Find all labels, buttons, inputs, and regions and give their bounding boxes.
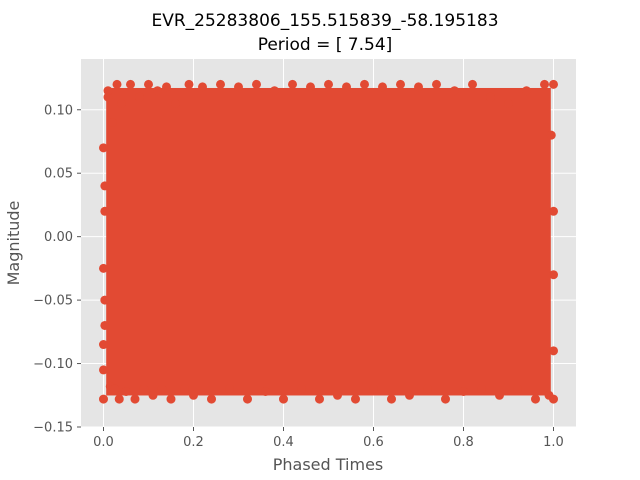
scatter-point [184, 79, 194, 89]
scatter-point [157, 384, 167, 394]
x-tick-label: 0.6 [363, 435, 384, 450]
scatter-point [549, 79, 558, 89]
y-tick-label: 0.10 [44, 103, 73, 118]
y-tick-label: 0.00 [44, 230, 73, 245]
scatter-point [549, 394, 558, 404]
scatter-point [432, 79, 441, 89]
scatter-point [252, 79, 261, 89]
scatter-point [100, 295, 110, 305]
scatter-point [225, 384, 234, 394]
scatter-point [121, 386, 131, 396]
scatter-point [103, 92, 113, 102]
scatter-point [369, 384, 378, 394]
scatter-point [130, 394, 140, 404]
scatter-point [270, 86, 279, 96]
chart-subtitle: Period = [ 7.54] [258, 35, 393, 55]
scatter-point [100, 206, 110, 216]
scatter-point [513, 384, 522, 394]
scatter-point [189, 390, 198, 400]
x-axis-ticks: 0.0 0.2 0.4 0.6 0.8 1.0 [93, 427, 564, 450]
scatter-point [166, 394, 176, 404]
scatter-point [477, 384, 486, 394]
y-axis-ticks: −0.15 −0.10 −0.05 0.00 0.05 0.10 [33, 103, 81, 436]
scatter-point [405, 390, 414, 400]
scatter-point [333, 390, 342, 400]
y-axis-label: Magnitude [4, 201, 23, 286]
scatter-point [100, 181, 110, 191]
scatter-point [171, 98, 180, 108]
x-tick-label: 1.0 [543, 435, 564, 450]
scatter-point [279, 394, 288, 404]
scatter-point [546, 130, 556, 140]
scatter-point [495, 390, 504, 400]
y-tick-label: −0.10 [33, 357, 73, 372]
scatter-point [112, 79, 122, 89]
scatter-point [414, 82, 423, 92]
scatter-points-layer [99, 79, 558, 404]
scatter-point [153, 86, 162, 96]
scatter-point [234, 82, 243, 92]
scatter-point [216, 79, 225, 89]
scatter-point [108, 117, 117, 127]
scatter-point [450, 86, 459, 96]
scatter-point [297, 384, 306, 394]
scatter-point [207, 394, 216, 404]
scatter-point [99, 263, 108, 273]
scatter-point [531, 394, 540, 404]
scatter-point [198, 82, 207, 92]
scatter-point [324, 79, 333, 89]
scatter-point [378, 82, 387, 92]
scatter-point [148, 390, 158, 400]
scatter-point [99, 340, 108, 350]
scatter-point [103, 86, 113, 96]
x-tick-label: 0.8 [453, 435, 474, 450]
scatter-point [504, 98, 513, 108]
scatter-point [549, 270, 558, 280]
x-axis-label: Phased Times [273, 455, 384, 474]
scatter-point [315, 394, 324, 404]
scatter-point [99, 143, 108, 153]
scatter-point [522, 86, 531, 96]
scatter-point [117, 98, 126, 108]
scatter-point [126, 79, 135, 89]
scatter-point [351, 394, 360, 404]
x-tick-label: 0.0 [93, 435, 114, 450]
scatter-point [441, 394, 450, 404]
scatter-point [459, 386, 468, 396]
scatter-density-band [106, 87, 551, 396]
x-tick-label: 0.2 [183, 435, 204, 450]
scatter-point [162, 82, 171, 92]
scatter-point [99, 394, 108, 404]
scatter-point [243, 394, 252, 404]
scatter-point [139, 384, 149, 394]
scatter-point [423, 384, 432, 394]
scatter-point [110, 384, 120, 394]
scatter-point [180, 384, 189, 394]
scatter-point [288, 79, 297, 89]
scatter-point [468, 79, 477, 89]
scatter-point [549, 346, 558, 356]
scatter-point [342, 82, 351, 92]
scatter-point [306, 82, 315, 92]
scatter-point [540, 79, 549, 89]
scatter-point [135, 92, 144, 102]
scatter-point [486, 92, 495, 102]
scatter-point [261, 386, 270, 396]
x-tick-label: 0.4 [273, 435, 294, 450]
scatter-band-layer [106, 87, 551, 396]
scatter-point [360, 79, 369, 89]
scatter-point [387, 394, 396, 404]
scatter-point [396, 79, 405, 89]
y-tick-label: −0.05 [33, 294, 73, 309]
scatter-point [114, 394, 124, 404]
chart-title: EVR_25283806_155.515839_-58.195183 [151, 11, 498, 31]
y-tick-label: −0.15 [33, 421, 73, 436]
y-tick-label: 0.05 [44, 167, 73, 182]
scatter-point [549, 206, 558, 216]
scatter-point [100, 320, 110, 330]
scatter-point [99, 365, 108, 375]
scatter-point [144, 79, 153, 89]
